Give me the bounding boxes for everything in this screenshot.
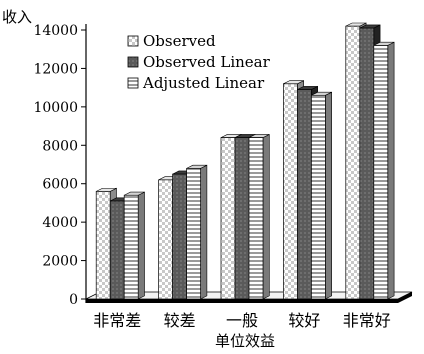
x-axis-title: 单位效益: [215, 332, 275, 350]
legend-label-observed-linear: Observed Linear: [143, 53, 271, 71]
legend-swatch-observed-linear: [127, 56, 139, 68]
legend-label-observed: Observed: [143, 32, 216, 50]
x-category-label: 一般: [226, 311, 258, 330]
bar-side: [200, 164, 208, 300]
bar-front: [297, 89, 312, 300]
bar-side: [387, 41, 395, 300]
bar-front: [234, 137, 250, 300]
bar-adjusted-linear: [123, 191, 145, 300]
x-category-label: 非常好: [343, 311, 391, 330]
floor-side: [398, 292, 412, 303]
bar-front: [186, 167, 201, 300]
bar-adjusted-linear: [186, 164, 208, 300]
bar-front: [109, 200, 125, 300]
bar-adjusted-linear: [373, 41, 395, 300]
bar-front: [373, 45, 389, 300]
y-tick-label: 2000: [42, 254, 78, 270]
category-labels: 非常差 较差 一般 较好 非常好: [93, 311, 391, 330]
legend-swatch-observed: [127, 35, 139, 47]
legend-label-adjusted-linear: Adjusted Linear: [142, 74, 265, 92]
bars: [95, 22, 395, 300]
bar-side: [325, 91, 333, 300]
bar-front: [123, 194, 139, 300]
bar-front: [172, 173, 187, 300]
bar-front: [95, 191, 111, 300]
y-tick-label: 6000: [42, 177, 78, 193]
y-tick-label: 10000: [33, 100, 78, 116]
bar-front: [248, 137, 264, 300]
y-tick-label: 12000: [33, 61, 78, 77]
bar-side: [137, 191, 145, 300]
y-tick-label: 8000: [42, 138, 78, 154]
y-tick-label: 14000: [33, 23, 78, 39]
legend-swatch-adjusted-linear: [127, 77, 139, 89]
floor-edge: [86, 299, 398, 303]
x-category-label: 非常差: [93, 311, 141, 330]
bar-adjusted-linear: [248, 133, 270, 300]
bar-side: [262, 133, 270, 300]
y-axis-title: 收入: [2, 8, 32, 26]
x-category-label: 较差: [164, 311, 196, 330]
bar-front: [311, 94, 326, 300]
y-tick-label: 4000: [42, 215, 78, 231]
bar-front: [283, 83, 298, 300]
y-tick-label: 0: [69, 292, 78, 308]
bar-front: [345, 25, 361, 300]
bar-front: [158, 179, 173, 300]
bar-front: [359, 27, 375, 300]
legend: Observed Observed Linear Adjusted Linear: [127, 32, 271, 92]
bar-front: [220, 137, 236, 300]
x-category-label: 较好: [288, 311, 320, 330]
bar-adjusted-linear: [311, 91, 333, 300]
y-axis-ticks: 0 2000 4000 6000 8000 10000 12000 14000: [33, 23, 86, 308]
